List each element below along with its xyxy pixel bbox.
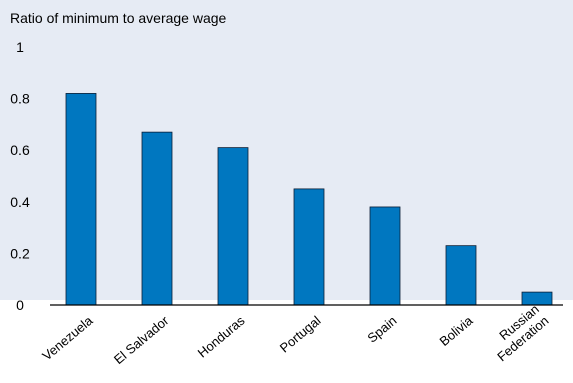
bar xyxy=(293,188,325,306)
y-tick-label: 0.6 xyxy=(10,142,30,158)
x-tick-label: Bolivia xyxy=(437,312,477,349)
bar xyxy=(217,147,249,306)
bar xyxy=(65,93,97,306)
y-tick-label: 0 xyxy=(16,297,24,313)
y-tick-label: 0.4 xyxy=(10,194,30,210)
y-tick-label: 0.8 xyxy=(10,91,30,107)
x-tick-label: Venezuela xyxy=(39,312,96,363)
x-tick-label: El Salvador xyxy=(111,312,172,367)
x-tick-label-line: Honduras xyxy=(195,313,248,361)
x-tick-label-line: Portugal xyxy=(277,313,324,356)
bar xyxy=(369,206,401,306)
bar xyxy=(521,291,553,306)
x-tick-label: RussianFederation xyxy=(485,301,552,364)
y-axis-ticks: 0 0.2 0.4 0.6 0.8 1 xyxy=(10,39,30,313)
x-axis-labels: Venezuela El Salvador Honduras Portugal Spai… xyxy=(39,301,551,367)
bars xyxy=(65,93,553,306)
x-tick-label: Honduras xyxy=(195,313,248,361)
y-tick-label: 1 xyxy=(16,39,24,55)
x-tick-label-line: Bolivia xyxy=(437,312,477,349)
bar xyxy=(445,245,477,306)
bar xyxy=(141,131,173,306)
x-tick-label-line: El Salvador xyxy=(111,312,172,367)
x-tick-label-line: Venezuela xyxy=(39,312,96,363)
chart-title: Ratio of minimum to average wage xyxy=(10,10,227,26)
x-tick-label: Portugal xyxy=(277,313,324,356)
x-tick-label: Spain xyxy=(364,313,399,346)
x-tick-label-line: Spain xyxy=(364,313,399,346)
y-tick-label: 0.2 xyxy=(10,245,30,261)
